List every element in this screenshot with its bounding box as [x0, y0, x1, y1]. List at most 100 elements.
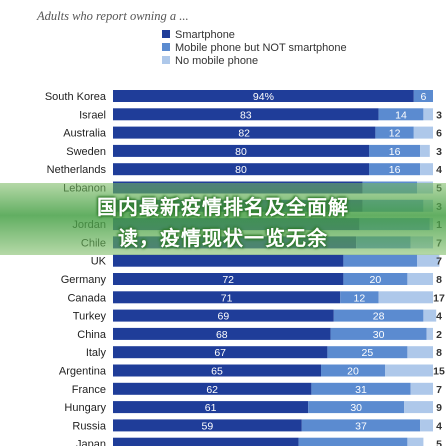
bar-segment	[113, 254, 344, 267]
bar-segment	[369, 163, 421, 176]
bar-value-label: 69	[218, 311, 230, 323]
bar-value-label: 30	[373, 329, 385, 341]
bar-segment	[423, 309, 437, 322]
bar-value-label: 62	[206, 384, 218, 396]
bar-segment	[321, 364, 385, 377]
category-label: China	[77, 329, 107, 341]
bar-segment	[330, 327, 427, 340]
bar-value-label: 7	[436, 256, 442, 268]
bar-value-label: 5	[436, 439, 442, 446]
legend-swatch-2	[162, 56, 170, 64]
legend-swatch-0	[162, 30, 170, 38]
bar-value-label: 83	[240, 109, 252, 121]
category-label: Germany	[61, 274, 107, 286]
category-label: Japan	[76, 439, 106, 446]
bar-segment	[113, 327, 331, 340]
category-label: UK	[91, 256, 107, 268]
bar-value-label: 65	[211, 366, 223, 378]
overlay-headline-line-2: 读，疫情现状一览无余	[118, 226, 328, 250]
bar-value-label: 16	[389, 146, 401, 158]
bar-segment	[113, 401, 309, 414]
bar-segment	[423, 108, 433, 121]
bar-segment	[308, 401, 405, 414]
category-label: Turkey	[73, 311, 107, 323]
bar-segment	[113, 273, 344, 285]
bar-value-label: 72	[222, 274, 234, 286]
bar-segment	[407, 346, 433, 359]
bar-value-label: 68	[216, 329, 228, 341]
bar-segment	[113, 437, 299, 446]
bar-segment	[333, 309, 424, 322]
legend-label-2: No mobile phone	[175, 55, 258, 67]
bar-segment	[298, 437, 408, 446]
bar-segment	[113, 419, 302, 432]
bar-segment	[378, 291, 433, 304]
bar-value-label: 4	[436, 164, 442, 176]
bar-segment	[311, 382, 411, 395]
bar-segment	[407, 273, 433, 285]
bar-value-label: 80	[235, 164, 247, 176]
bar-segment	[113, 364, 321, 377]
bar-segment	[417, 254, 440, 267]
bar-value-label: 6	[420, 91, 426, 103]
category-label: France	[72, 384, 106, 396]
bar-value-label: 28	[373, 311, 385, 323]
bar-segment	[340, 291, 379, 304]
bar-value-label: 31	[355, 384, 367, 396]
bar-segment	[420, 419, 433, 432]
bar-segment	[404, 401, 433, 414]
chart-title: Adults who report owning a ...	[36, 9, 189, 23]
bar-segment	[113, 291, 341, 304]
bar-segment	[375, 126, 414, 139]
bar-value-label: 3	[436, 146, 442, 158]
bar-value-label: 17	[433, 292, 445, 304]
bar-segment	[301, 419, 421, 432]
bar-value-label: 67	[214, 347, 226, 359]
bar-value-label: 30	[350, 402, 362, 414]
bar-segment	[113, 309, 334, 322]
bar-value-label: 15	[433, 366, 445, 378]
bar-segment	[113, 90, 414, 102]
bar-segment	[113, 382, 312, 395]
bar-value-label: 4	[436, 420, 442, 432]
promo-overlay-band	[0, 183, 446, 255]
bar-segment	[343, 254, 417, 267]
category-label: South Korea	[45, 91, 107, 103]
bar-segment	[413, 90, 433, 102]
bar-value-label: 25	[362, 347, 374, 359]
category-label: Netherlands	[47, 164, 107, 176]
bar-segment	[343, 273, 408, 285]
category-label: Australia	[63, 128, 107, 140]
category-label: Canada	[67, 292, 106, 304]
bar-value-label: 94%	[253, 91, 274, 103]
bar-segment	[407, 437, 424, 446]
bar-value-label: 9	[436, 402, 442, 414]
overlay-headline-line-1: 国内最新疫情排名及全面解	[97, 195, 349, 219]
category-label: Russia	[72, 420, 107, 432]
bar-value-label: 37	[355, 420, 367, 432]
category-label: Italy	[86, 347, 107, 359]
bar-value-label: 8	[436, 274, 442, 286]
legend-label-0: Smartphone	[175, 29, 235, 41]
bar-value-label: 8	[436, 347, 442, 359]
bar-value-label: 16	[389, 164, 401, 176]
category-label: Israel	[79, 109, 106, 121]
bar-segment	[385, 364, 433, 377]
bar-segment	[426, 327, 433, 340]
bar-value-label: 71	[221, 292, 233, 304]
bar-segment	[420, 144, 430, 157]
bar-segment	[413, 126, 433, 139]
bar-value-label: 20	[370, 274, 382, 286]
bar-value-label: 12	[389, 128, 401, 140]
bar-value-label: 12	[354, 292, 366, 304]
bar-segment	[113, 346, 328, 359]
bar-segment	[378, 108, 424, 121]
category-label: Sweden	[66, 146, 106, 158]
bar-segment	[113, 163, 369, 176]
bar-value-label: 2	[436, 329, 442, 341]
bar-segment	[327, 346, 408, 359]
bar-value-label: 3	[436, 109, 442, 121]
bar-segment	[113, 108, 379, 121]
bar-value-label: 14	[395, 109, 407, 121]
